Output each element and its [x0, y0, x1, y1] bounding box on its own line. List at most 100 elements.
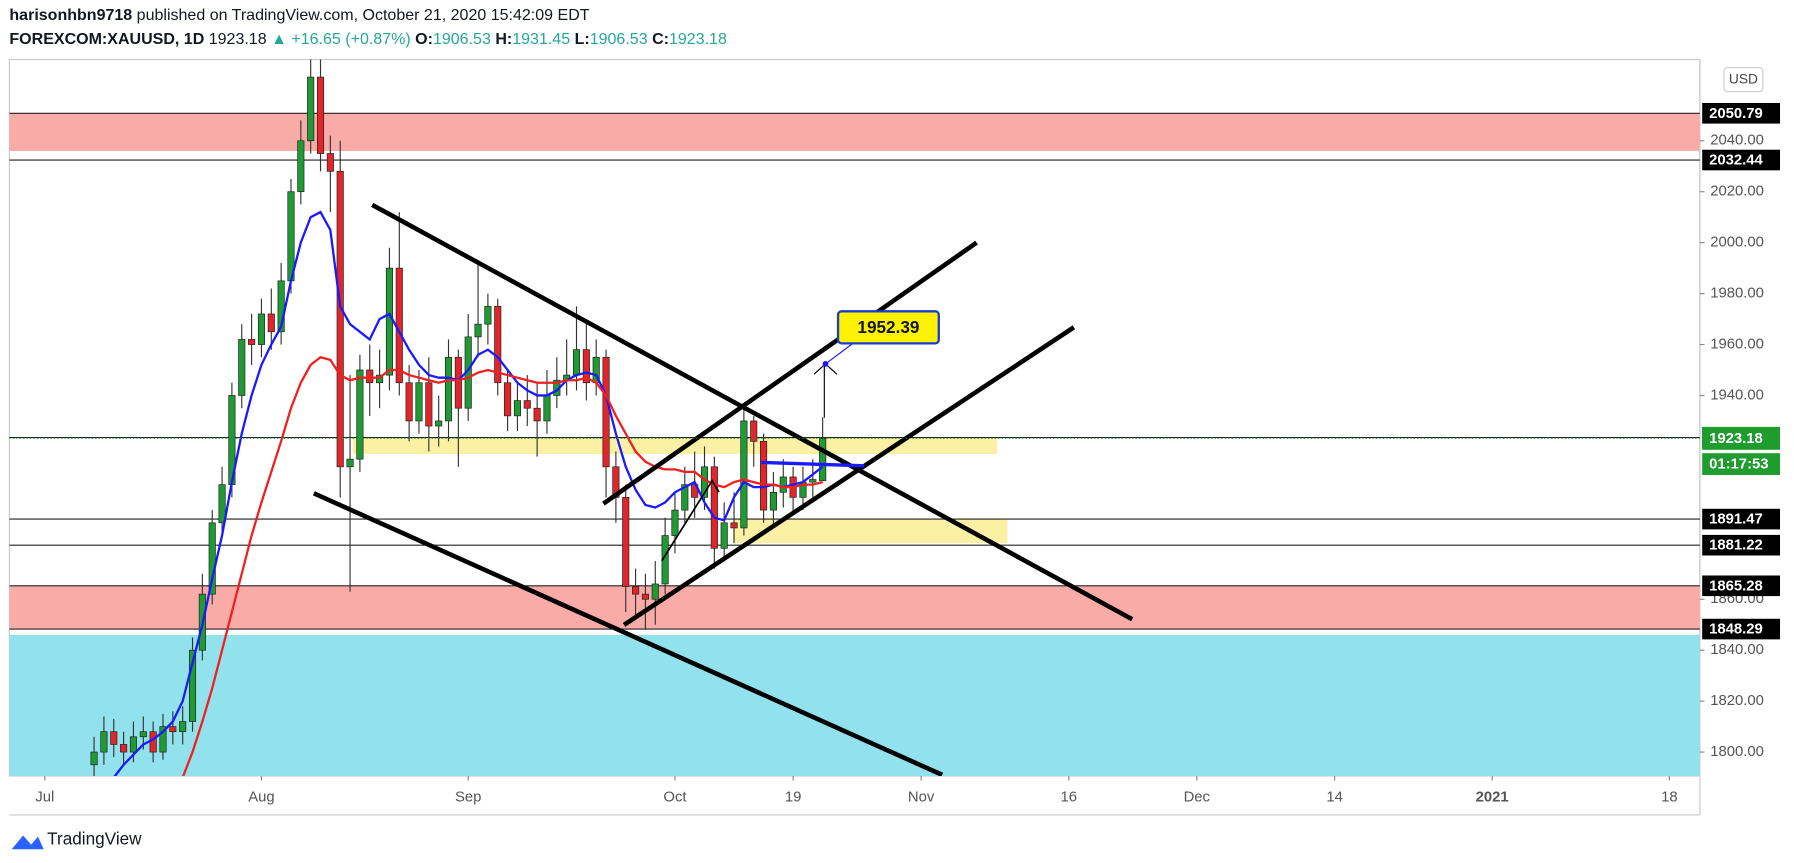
candle-body	[779, 476, 787, 493]
candle-body	[376, 374, 384, 384]
y-tick-label: 1980.00	[1710, 286, 1764, 302]
ohlc-key: H:	[495, 30, 512, 48]
candle-body	[730, 522, 738, 529]
candle-body	[543, 395, 551, 422]
last-price-tag	[1702, 426, 1781, 450]
candle-body	[641, 593, 649, 600]
level-tag-label: 1848.29	[1709, 622, 1763, 638]
level-tag	[1702, 149, 1781, 171]
currency-button	[1723, 66, 1764, 93]
candle-body	[129, 736, 137, 753]
level-tag-label: 1881.22	[1709, 538, 1763, 554]
ohlc-key: O:	[415, 30, 433, 48]
x-tick-label: Oct	[663, 790, 687, 806]
plot: 1952.39	[9, 59, 1700, 777]
ohlc-value: 1906.53	[433, 30, 491, 48]
level-tag-label: 1865.28	[1709, 578, 1763, 594]
candle-body	[504, 382, 512, 417]
x-tick-label: Aug	[248, 790, 274, 806]
candle-body	[90, 751, 98, 766]
x-tick-label: Dec	[1184, 790, 1211, 806]
candle-body	[257, 313, 265, 345]
candle-body	[750, 420, 758, 442]
y-tick-label: 1960.00	[1710, 336, 1764, 352]
candle-body	[710, 466, 718, 549]
candle-body	[651, 583, 659, 600]
level-tag-label: 1891.47	[1709, 512, 1763, 528]
candle-body	[415, 382, 423, 422]
candle-body	[316, 76, 325, 154]
logo-icon	[11, 835, 44, 850]
x-tick-label: 16	[1061, 790, 1078, 806]
callout-box	[836, 310, 940, 345]
change: ▲ +16.65 (+0.87%)	[271, 30, 411, 48]
ohlc-key: L:	[575, 30, 590, 48]
moving-average	[182, 355, 823, 777]
candle-body	[720, 522, 728, 549]
candle-body	[218, 484, 226, 524]
candle-body	[356, 369, 364, 460]
level-tag	[1702, 534, 1781, 556]
candle-body	[809, 479, 817, 483]
candle-body	[385, 267, 393, 376]
candle-body	[188, 649, 197, 722]
trend-line	[602, 240, 978, 506]
trend-line	[371, 202, 1134, 622]
trend-line	[312, 491, 944, 777]
candle-body	[336, 170, 344, 468]
candle-body	[238, 339, 246, 396]
candle-body	[435, 420, 443, 427]
candle-body	[632, 586, 640, 595]
moving-average	[113, 210, 824, 777]
header-line1: harisonhbn9718 published on TradingView.…	[9, 6, 589, 24]
candle-body	[494, 305, 502, 384]
x-tick-label: Sep	[455, 790, 481, 806]
candle-body	[149, 731, 157, 753]
published: published on TradingView.com, October 21…	[137, 6, 590, 24]
logo: TradingView	[11, 829, 142, 850]
level-tag-label: 2032.44	[1709, 153, 1763, 169]
candle-body	[484, 305, 492, 325]
y-tick-label: 1840.00	[1710, 642, 1764, 658]
candle-body	[819, 437, 827, 482]
candle-body	[100, 731, 108, 753]
level-tag	[1702, 575, 1781, 597]
last-price-label: 1923.18	[1709, 431, 1763, 447]
candle-body	[326, 153, 334, 172]
zone	[352, 437, 998, 455]
x-tick-label: 18	[1661, 790, 1678, 806]
candle-body	[208, 522, 216, 595]
currency: USD	[1729, 72, 1758, 87]
level-tag	[1702, 102, 1781, 124]
small-channel	[661, 479, 720, 562]
candle-body	[179, 721, 187, 733]
candle-body	[366, 369, 374, 384]
y-tick-label: 1800.00	[1710, 744, 1764, 760]
x-tick-label: Jul	[35, 790, 54, 806]
user: harisonhbn9718	[9, 6, 132, 24]
candle-body	[602, 356, 610, 468]
ohlc-key: C:	[652, 30, 669, 48]
zone	[9, 113, 1700, 151]
candle-body	[454, 356, 462, 409]
candle-body	[444, 356, 453, 422]
axes: 1800.001820.001840.001860.001940.001960.…	[35, 66, 1781, 806]
candle-body	[297, 140, 305, 193]
x-tick-label: 2021	[1476, 790, 1509, 806]
ohlc-value: 1931.45	[512, 30, 570, 48]
x-tick-label: Nov	[908, 790, 935, 806]
callout-pointer	[825, 342, 854, 365]
candle-body	[307, 76, 315, 142]
candle-body	[760, 440, 768, 511]
candle-body	[622, 497, 630, 587]
zone	[9, 585, 1700, 630]
candle-body	[267, 313, 275, 333]
y-tick-label: 2040.00	[1710, 133, 1764, 149]
candle-body	[582, 349, 590, 384]
countdown-tag	[1702, 453, 1781, 475]
price: 1923.18	[209, 30, 267, 48]
candle-body	[120, 744, 128, 753]
trend-line	[622, 325, 1076, 627]
level-tag-label: 2050.79	[1709, 106, 1763, 122]
